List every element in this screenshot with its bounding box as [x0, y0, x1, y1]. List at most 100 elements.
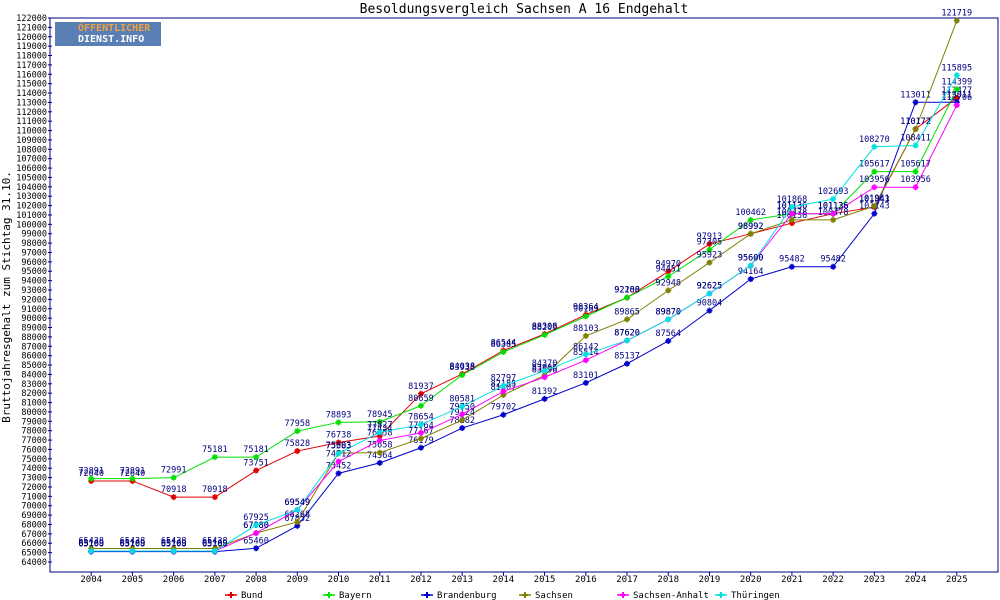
data-label: 75181	[243, 445, 269, 455]
marker	[747, 230, 754, 237]
x-tick-label: 2008	[245, 575, 267, 585]
marker	[706, 246, 713, 253]
marker	[953, 94, 960, 101]
marker	[335, 439, 342, 446]
y-tick-label: 86000	[21, 352, 47, 362]
data-label: 67925	[243, 513, 269, 523]
marker	[871, 143, 878, 150]
marker	[871, 184, 878, 191]
y-tick-label: 88000	[21, 333, 47, 343]
series-line	[91, 75, 958, 552]
data-label: 95482	[820, 255, 846, 265]
x-tick-label: 2025	[946, 575, 968, 585]
data-label: 75828	[285, 439, 311, 449]
data-label: 75658	[367, 441, 393, 451]
data-label: 82797	[491, 374, 517, 384]
marker	[88, 475, 95, 482]
y-tick-label: 90000	[21, 314, 47, 324]
data-label: 75583	[326, 441, 352, 451]
y-tick-label: 74000	[21, 464, 47, 474]
data-label: 90364	[573, 303, 599, 313]
y-tick-label: 69000	[21, 511, 47, 521]
data-label: 69549	[285, 498, 311, 508]
y-tick-label: 84000	[21, 370, 47, 380]
data-label: 78893	[326, 410, 352, 420]
y-tick-label: 111000	[16, 117, 47, 127]
data-label: 101843	[859, 195, 890, 205]
y-tick-label: 110000	[16, 127, 47, 137]
data-label: 65169	[78, 539, 104, 549]
data-label: 72640	[78, 469, 104, 479]
marker	[335, 450, 342, 457]
marker	[624, 337, 631, 344]
y-tick-label: 97000	[21, 248, 47, 258]
data-label: 85137	[614, 352, 640, 362]
marker	[376, 449, 383, 456]
marker	[624, 360, 631, 367]
marker	[541, 395, 548, 402]
data-label: 78654	[408, 413, 434, 423]
data-label: 86142	[573, 342, 599, 352]
x-tick-label: 2021	[781, 575, 803, 585]
y-tick-label: 75000	[21, 455, 47, 465]
data-label: 101941	[859, 194, 890, 204]
marker	[376, 437, 383, 444]
x-tick-label: 2007	[204, 575, 226, 585]
data-label: 65108	[78, 540, 104, 550]
data-label: 74564	[367, 451, 393, 461]
data-label: 77434	[367, 424, 393, 434]
y-tick-label: 121000	[16, 23, 47, 33]
y-tick-label: 95000	[21, 267, 47, 277]
marker	[335, 458, 342, 465]
y-tick-label: 98000	[21, 239, 47, 249]
data-label: 90804	[697, 299, 723, 309]
x-tick-label: 2013	[451, 575, 473, 585]
data-label: 65169	[161, 539, 187, 549]
marker	[665, 316, 672, 323]
marker	[211, 454, 218, 461]
data-label: 73751	[243, 459, 269, 469]
marker	[417, 390, 424, 397]
y-tick-label: 109000	[16, 136, 47, 146]
x-tick-label: 2009	[286, 575, 308, 585]
x-tick-label: 2019	[699, 575, 721, 585]
marker	[582, 313, 589, 320]
legend-marker	[718, 592, 724, 598]
marker	[417, 435, 424, 442]
data-label: 92625	[697, 282, 723, 292]
y-tick-label: 102000	[16, 202, 47, 212]
marker	[335, 470, 342, 477]
data-label: 70918	[161, 485, 187, 495]
marker	[953, 86, 960, 93]
y-tick-label: 66000	[21, 539, 47, 549]
data-label: 80581	[449, 394, 475, 404]
marker	[747, 276, 754, 283]
marker	[624, 316, 631, 323]
x-tick-label: 2014	[493, 575, 515, 585]
data-label: 65169	[78, 539, 104, 549]
legend-marker	[424, 592, 430, 598]
marker	[871, 203, 878, 210]
marker	[170, 474, 177, 481]
y-tick-label: 103000	[16, 192, 47, 202]
data-label: 103956	[900, 175, 931, 185]
data-label: 89870	[655, 307, 681, 317]
marker	[129, 475, 136, 482]
data-label: 95482	[779, 255, 805, 265]
data-label: 102693	[818, 187, 849, 197]
y-tick-label: 91000	[21, 305, 47, 315]
data-label: 92625	[697, 282, 723, 292]
y-tick-label: 105000	[16, 173, 47, 183]
data-label: 65108	[202, 540, 228, 550]
data-label: 75181	[202, 445, 228, 455]
marker	[459, 371, 466, 378]
marker	[500, 391, 507, 398]
y-tick-label: 104000	[16, 183, 47, 193]
data-label: 98992	[738, 222, 764, 232]
data-label: 65438	[161, 537, 187, 547]
marker	[871, 168, 878, 175]
data-label: 65169	[202, 539, 228, 549]
data-label: 86385	[491, 340, 517, 350]
data-label: 114399	[941, 77, 972, 87]
